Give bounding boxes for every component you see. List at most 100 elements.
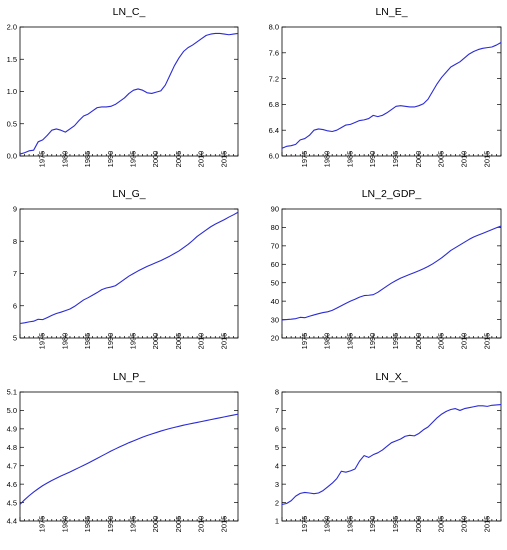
series-line [19, 32, 239, 155]
plot-frame [19, 208, 239, 339]
x-tick-label: 1990 [368, 333, 377, 350]
x-tick-label: 1975 [300, 333, 309, 350]
x-tick-label: 2000 [151, 516, 160, 533]
x-tick-label: 2010 [197, 516, 206, 533]
x-tick-label: 1985 [83, 516, 92, 533]
x-tick-label: 2005 [174, 516, 183, 533]
y-tick-label: 2 [275, 498, 279, 507]
plot-frame [281, 26, 502, 157]
y-tick-label: 6.8 [269, 100, 279, 109]
y-tick-label: 20 [271, 334, 279, 343]
x-tick-label: 2010 [197, 151, 206, 168]
x-tick-label: 2005 [174, 333, 183, 350]
x-tick-label: 2015 [219, 151, 228, 168]
x-tick-label: 2005 [437, 516, 446, 533]
x-tick-label: 2010 [459, 151, 468, 168]
x-tick-label: 2015 [482, 333, 491, 350]
x-tick-label: 1995 [129, 333, 138, 350]
y-tick-label: 5.1 [7, 388, 17, 397]
x-tick-label: 2000 [414, 151, 423, 168]
y-tick-label: 4.6 [7, 480, 17, 489]
plot-frame [19, 26, 239, 157]
chart-title: LN_P_ [113, 371, 145, 383]
y-tick-label: 6.4 [269, 126, 279, 135]
x-tick-label: 1985 [345, 516, 354, 533]
x-tick-label: 1995 [129, 151, 138, 168]
y-tick-label: 5.0 [7, 406, 17, 415]
plot-frame [281, 208, 502, 339]
x-tick-label: 1985 [345, 333, 354, 350]
x-tick-label: 1975 [38, 151, 47, 168]
x-tick-label: 1990 [106, 516, 115, 533]
y-tick-label: 70 [271, 242, 279, 251]
chart-title: LN_C_ [113, 6, 146, 18]
chart-title: LN_E_ [375, 6, 407, 18]
y-tick-label: 50 [271, 278, 279, 287]
y-tick-label: 90 [271, 205, 279, 214]
y-tick-label: 6 [275, 425, 279, 434]
plot-frame [281, 391, 502, 522]
y-tick-label: 40 [271, 297, 279, 306]
y-tick-label: 60 [271, 260, 279, 269]
chart-panel-1: LN_C_ 0.0 0.5 1.0 1.5 2.0 1975 1980 1985 1990 1995… [7, 6, 239, 168]
y-tick-label: 4.4 [7, 517, 17, 526]
y-tick-label: 3 [275, 480, 279, 489]
x-tick-label: 1995 [129, 516, 138, 533]
y-tick-label: 4.8 [7, 443, 17, 452]
plot-frame [19, 391, 239, 522]
x-tick-label: 1990 [106, 333, 115, 350]
chart-title: LN_X_ [375, 371, 407, 383]
y-tick-label: 1.5 [7, 55, 17, 64]
x-tick-label: 1975 [38, 333, 47, 350]
y-tick-label: 8 [275, 388, 279, 397]
y-tick-label: 9 [13, 205, 17, 214]
x-tick-label: 1980 [323, 333, 332, 350]
x-tick-label: 1990 [368, 516, 377, 533]
x-tick-label: 1980 [323, 151, 332, 168]
y-tick-label: 4.9 [7, 425, 17, 434]
x-tick-label: 1985 [83, 151, 92, 168]
y-tick-label: 4.7 [7, 461, 17, 470]
x-tick-label: 1980 [60, 333, 69, 350]
chart-panel-2: LN_E_ 6.0 6.4 6.8 7.2 7.6 8.0 1975 1980 1985 1990 1… [269, 6, 502, 168]
chart-panel-4: LN_2_GDP_ 20 30 40 50 60 70 80 90 1975 1980 1985 199… [271, 188, 502, 350]
y-tick-label: 1 [275, 517, 279, 526]
x-tick-label: 2000 [151, 333, 160, 350]
x-tick-label: 1990 [106, 151, 115, 168]
y-tick-label: 8.0 [269, 23, 279, 32]
y-tick-label: 7 [275, 406, 279, 415]
x-tick-label: 1980 [323, 516, 332, 533]
x-tick-label: 2005 [174, 151, 183, 168]
x-tick-label: 1975 [38, 516, 47, 533]
x-tick-label: 1995 [391, 516, 400, 533]
y-tick-label: 0.5 [7, 119, 17, 128]
y-tick-label: 0.0 [7, 152, 17, 161]
x-tick-label: 1990 [368, 151, 377, 168]
series-line [281, 403, 502, 505]
chart-panel-6: LN_X_ 1 2 3 4 5 6 7 8 1975 1980 1985 1990 1995 2000 200… [275, 371, 502, 533]
x-tick-label: 2000 [414, 516, 423, 533]
series-line [19, 211, 239, 325]
y-tick-label: 2.0 [7, 23, 17, 32]
y-tick-label: 1.0 [7, 87, 17, 96]
y-tick-label: 5 [13, 334, 17, 343]
y-tick-label: 7.2 [269, 74, 279, 83]
y-tick-label: 7 [13, 269, 17, 278]
x-tick-label: 1975 [300, 516, 309, 533]
x-tick-label: 2005 [437, 151, 446, 168]
x-tick-label: 2005 [437, 333, 446, 350]
x-tick-label: 2010 [197, 333, 206, 350]
y-tick-label: 5 [275, 443, 279, 452]
x-tick-label: 1975 [300, 151, 309, 168]
y-tick-label: 30 [271, 315, 279, 324]
x-tick-label: 2010 [459, 333, 468, 350]
x-tick-label: 2000 [414, 333, 423, 350]
y-tick-label: 4.5 [7, 498, 17, 507]
series-line [281, 42, 502, 149]
y-tick-label: 8 [13, 237, 17, 246]
y-tick-label: 6 [13, 301, 17, 310]
x-tick-label: 2015 [219, 333, 228, 350]
x-tick-label: 1985 [345, 151, 354, 168]
x-tick-label: 2015 [219, 516, 228, 533]
